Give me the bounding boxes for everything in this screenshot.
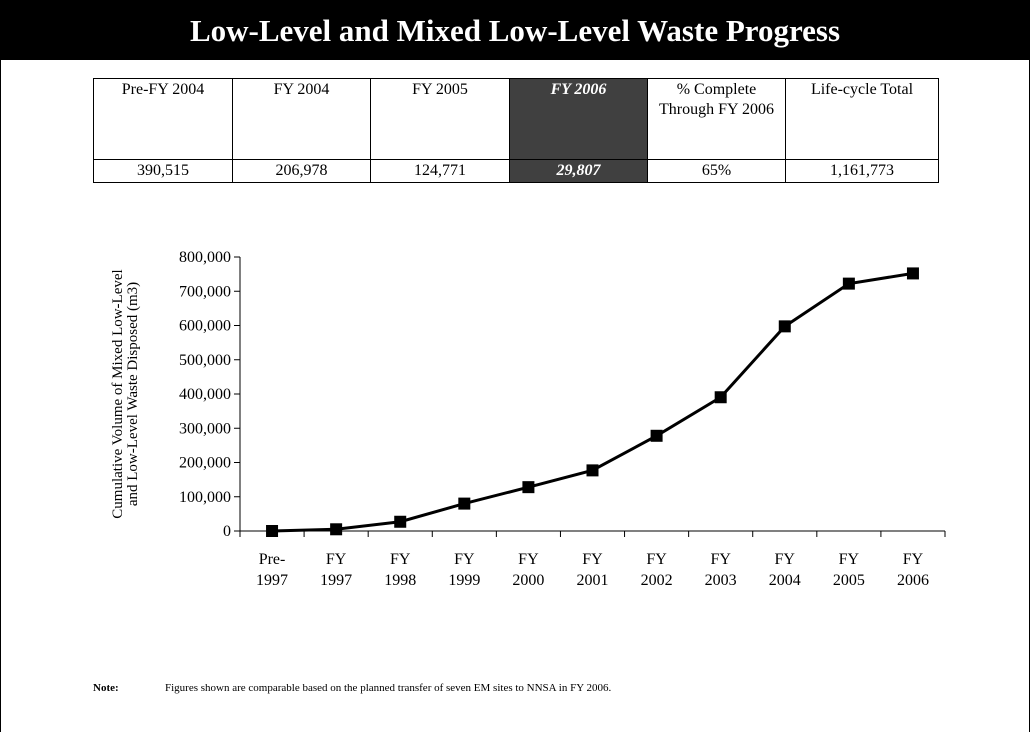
table-cell: Pre-FY 2004 bbox=[93, 78, 233, 160]
y-tick-label: 600,000 bbox=[179, 318, 231, 335]
data-marker bbox=[714, 391, 727, 404]
data-marker bbox=[458, 497, 471, 510]
data-marker bbox=[266, 525, 279, 537]
y-tick-label: 400,000 bbox=[179, 386, 231, 403]
table-cell: 29,807 bbox=[509, 159, 648, 183]
table-cell: 206,978 bbox=[232, 159, 371, 183]
x-tick-label: Pre-1997 bbox=[256, 551, 288, 589]
x-tick-label: FY 2000 bbox=[512, 551, 544, 589]
table-cell: FY 2006 bbox=[509, 78, 648, 160]
table-cell: 1,161,773 bbox=[785, 159, 939, 183]
y-tick-label: 0 bbox=[223, 523, 231, 540]
table-cell: Life-cycle Total bbox=[785, 78, 939, 160]
x-tick-label: FY 2001 bbox=[577, 551, 609, 589]
x-tick-label: FY 1997 bbox=[320, 551, 352, 589]
summary-table: Pre-FY 2004 FY 2004 FY 2005 FY 2006% Comple… bbox=[93, 78, 939, 183]
table-cell: 390,515 bbox=[93, 159, 233, 183]
y-tick-label: 200,000 bbox=[179, 455, 231, 472]
y-tick-label: 700,000 bbox=[179, 283, 231, 300]
table-cell: % Complete Through FY 2006 bbox=[647, 78, 786, 160]
data-marker bbox=[522, 481, 535, 494]
y-tick-label: 300,000 bbox=[179, 420, 231, 437]
table-cell: FY 2005 bbox=[370, 78, 510, 160]
data-marker bbox=[586, 464, 599, 477]
data-line bbox=[272, 271, 914, 533]
y-tick-label: 100,000 bbox=[179, 489, 231, 506]
table-cell: 65% bbox=[647, 159, 786, 183]
x-tick-label: FY 2004 bbox=[769, 551, 801, 589]
x-tick-label: FY 2005 bbox=[833, 551, 865, 589]
x-tick-label: FY 1999 bbox=[448, 551, 480, 589]
x-tick-label: FY 2003 bbox=[705, 551, 737, 589]
data-marker bbox=[650, 429, 663, 442]
x-tick-label: FY 1998 bbox=[384, 551, 416, 589]
data-marker bbox=[778, 320, 791, 333]
data-marker bbox=[906, 267, 919, 280]
note-label: Note: bbox=[93, 682, 119, 694]
table-cell: 124,771 bbox=[370, 159, 510, 183]
table-row: 390,515 206,978 124,771 29,807 65% 1,161,773 bbox=[93, 159, 939, 183]
y-tick-label: 800,000 bbox=[179, 249, 231, 266]
data-marker bbox=[842, 277, 855, 290]
note: Note: Figures shown are comparable based … bbox=[93, 682, 611, 694]
x-tick-label: FY 2002 bbox=[641, 551, 673, 589]
note-text: Figures shown are comparable based on th… bbox=[165, 682, 612, 694]
y-axis-label: Cumulative Volume of Mixed Low-Level bbox=[110, 269, 126, 518]
table-row: Pre-FY 2004 FY 2004 FY 2005 FY 2006% Comple… bbox=[93, 78, 939, 160]
title: Low-Level and Mixed Low-Level Waste Prog… bbox=[0, 0, 1030, 60]
data-marker bbox=[330, 523, 343, 536]
y-tick-label: 500,000 bbox=[179, 352, 231, 369]
data-marker bbox=[394, 515, 407, 528]
y-axis-label: and Low-Level Waste Disposed (m3) bbox=[125, 282, 141, 506]
x-tick-label: FY 2006 bbox=[897, 551, 929, 589]
